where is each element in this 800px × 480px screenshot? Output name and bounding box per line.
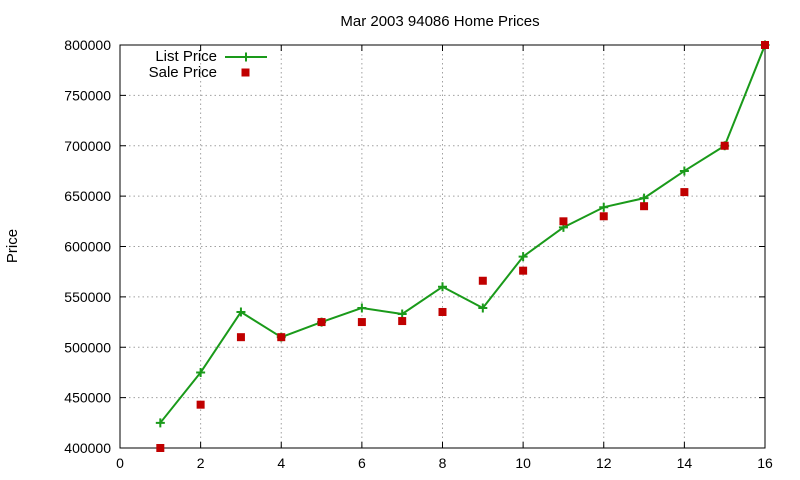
sale-price-point bbox=[478, 276, 487, 285]
sale-price-point bbox=[317, 318, 326, 327]
sale-price-point bbox=[761, 41, 769, 49]
sale-price-point bbox=[519, 266, 528, 275]
y-tick-label: 700000 bbox=[64, 138, 111, 154]
sale-price-point bbox=[559, 217, 568, 226]
list-price-point bbox=[438, 282, 447, 292]
legend: List Price Sale Price bbox=[149, 48, 267, 81]
x-tick-label: 6 bbox=[358, 455, 366, 471]
list-price-line bbox=[159, 44, 766, 424]
sale-price-point bbox=[357, 318, 366, 327]
y-tick-label: 600000 bbox=[64, 239, 111, 255]
series-sale-price bbox=[156, 41, 769, 452]
list-price-point bbox=[196, 367, 206, 377]
series-layer bbox=[155, 40, 770, 452]
list-price-point bbox=[236, 307, 246, 317]
list-price-point bbox=[518, 252, 528, 262]
axis-ticks: 0 2 4 6 8 10 12 14 16 400000 450000 500000 550000 600… bbox=[64, 37, 773, 471]
legend-marker-list-price bbox=[241, 52, 251, 62]
x-tick-label: 12 bbox=[596, 455, 612, 471]
y-tick-label: 550000 bbox=[64, 289, 111, 305]
legend-label-list-price: List Price bbox=[155, 48, 217, 65]
y-axis-label: Price bbox=[4, 229, 21, 263]
sale-price-point bbox=[398, 317, 407, 326]
x-tick-label: 2 bbox=[197, 455, 205, 471]
x-tick-label: 8 bbox=[439, 455, 447, 471]
y-tick-label: 650000 bbox=[64, 188, 111, 204]
sale-price-point bbox=[277, 333, 286, 342]
sale-price-point bbox=[438, 307, 447, 316]
sale-price-point bbox=[720, 141, 729, 150]
list-price-point bbox=[397, 309, 407, 319]
y-tick-label: 500000 bbox=[64, 339, 111, 355]
legend-marker-sale-price bbox=[241, 68, 250, 77]
sale-price-point bbox=[156, 444, 165, 452]
x-tick-label: 14 bbox=[677, 455, 693, 471]
x-tick-label: 10 bbox=[515, 455, 531, 471]
sale-price-point bbox=[599, 212, 608, 221]
x-tick-label: 16 bbox=[757, 455, 773, 471]
series-list-price bbox=[155, 40, 770, 428]
list-price-point bbox=[599, 202, 609, 212]
x-tick-label: 4 bbox=[277, 455, 285, 471]
list-price-point bbox=[357, 303, 367, 313]
list-price-point bbox=[155, 418, 165, 428]
grid bbox=[120, 45, 765, 448]
y-tick-label: 400000 bbox=[64, 440, 111, 456]
chart-title: Mar 2003 94086 Home Prices bbox=[340, 13, 539, 30]
sale-price-point bbox=[640, 202, 649, 211]
y-tick-label: 800000 bbox=[64, 37, 111, 53]
sale-price-point bbox=[196, 400, 205, 409]
legend-label-sale-price: Sale Price bbox=[149, 64, 217, 81]
y-tick-label: 750000 bbox=[64, 87, 111, 103]
y-tick-label: 450000 bbox=[64, 390, 111, 406]
list-price-point bbox=[478, 303, 488, 313]
list-price-point bbox=[679, 166, 689, 176]
list-price-point bbox=[639, 193, 649, 203]
x-tick-label: 0 bbox=[116, 455, 124, 471]
sale-price-point bbox=[680, 188, 689, 197]
sale-price-point bbox=[236, 333, 245, 342]
